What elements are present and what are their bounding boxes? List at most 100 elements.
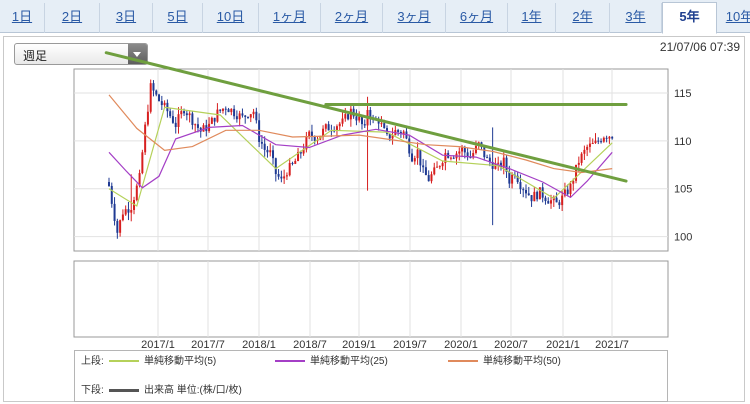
candle-body [597, 140, 600, 142]
candle-body [144, 124, 147, 153]
candle-body [441, 163, 444, 167]
candle-body [452, 157, 455, 159]
legend-swatch-ma50 [448, 360, 478, 363]
candle-body [221, 108, 224, 111]
candle-body [522, 189, 525, 191]
candle-body [174, 122, 177, 127]
legend-swatch-ma5 [109, 360, 139, 363]
candle-body [483, 147, 486, 158]
candle-body [327, 124, 330, 131]
candle-body [472, 153, 475, 158]
candle-body [202, 125, 205, 132]
candle-body [380, 123, 383, 125]
candle-body [358, 116, 361, 121]
candle-body [185, 113, 188, 116]
tab-1[interactable]: 1日 [0, 3, 45, 33]
tab-4[interactable]: 5日 [153, 3, 203, 33]
candle-body [272, 150, 275, 159]
candle-body [130, 209, 133, 213]
candle-body [566, 189, 569, 195]
candle-body [497, 162, 500, 164]
legend-label-ma50: 単純移動平均(50) [483, 356, 561, 367]
x-tick-label: 2018/7 [293, 339, 327, 351]
candle-body [241, 113, 244, 116]
candle-body [171, 116, 174, 123]
candle-body [600, 141, 603, 143]
x-tick-label: 2020/1 [444, 339, 478, 351]
candle-body [255, 111, 258, 121]
candle-body [169, 111, 172, 117]
candle-body [444, 152, 447, 164]
candle-body [224, 108, 227, 110]
x-tick-label: 2019/7 [393, 339, 427, 351]
tab-11[interactable]: 2年 [556, 3, 610, 33]
candle-body [188, 113, 191, 116]
period-type-value: 週足 [23, 49, 48, 63]
x-tick-label: 2019/1 [342, 339, 376, 351]
candle-body [494, 163, 497, 169]
candle-body [210, 117, 213, 124]
tab-13[interactable]: 5年 [662, 2, 717, 34]
candle-body [563, 189, 566, 196]
candle-body [294, 160, 297, 164]
tab-3[interactable]: 3日 [100, 3, 153, 33]
candle-body [141, 152, 144, 174]
candle-body [177, 114, 180, 127]
candle-body [369, 110, 372, 119]
candle-body [572, 180, 575, 184]
candle-body [561, 195, 564, 206]
candle-body [602, 137, 605, 142]
candle-body [569, 183, 572, 195]
candle-body [519, 182, 522, 190]
candle-body [149, 83, 152, 112]
candle-body [611, 136, 614, 139]
candle-body [486, 157, 489, 159]
legend-item-ma25: 単純移動平均(25) [275, 355, 388, 369]
tab-9[interactable]: 6ヶ月 [446, 3, 508, 33]
tab-8[interactable]: 3ヶ月 [383, 3, 446, 33]
tab-5[interactable]: 10日 [203, 3, 259, 33]
candle-body [338, 123, 341, 127]
candle-body [430, 174, 433, 182]
candle-body [138, 173, 141, 186]
candle-body [516, 175, 519, 183]
legend-label-ma5: 単純移動平均(5) [144, 356, 217, 367]
candle-body [335, 126, 338, 131]
candle-body [196, 124, 199, 128]
tab-10[interactable]: 1年 [508, 3, 556, 33]
candle-body [308, 131, 311, 137]
tab-12[interactable]: 3年 [610, 3, 662, 33]
candle-body [424, 167, 427, 176]
tab-6[interactable]: 1ヶ月 [259, 3, 321, 33]
tab-2[interactable]: 2日 [45, 3, 100, 33]
candle-body [391, 135, 394, 139]
candle-body [488, 157, 491, 162]
tab-14[interactable]: 10年 [717, 3, 750, 33]
candle-body [416, 149, 419, 159]
candle-body [269, 150, 272, 153]
x-tick-label: 2020/7 [494, 339, 528, 351]
tab-7[interactable]: 2ヶ月 [321, 3, 383, 33]
candle-body [274, 158, 277, 175]
candle-body [124, 209, 127, 215]
candle-body [121, 214, 124, 221]
candle-body [191, 113, 194, 125]
candle-body [108, 182, 110, 186]
legend-upper-label: 上段: [81, 356, 104, 367]
candle-body [591, 143, 594, 145]
candle-body [247, 116, 249, 118]
candle-body [541, 187, 544, 198]
candle-body [388, 133, 391, 139]
y-tick-label: 115 [674, 88, 692, 100]
y-tick-label: 105 [674, 184, 692, 196]
legend-swatch-ma25 [275, 360, 305, 363]
candle-body [216, 109, 219, 122]
candle-body [577, 162, 580, 165]
candle-body [194, 124, 197, 126]
candle-body [461, 147, 464, 152]
candle-body [588, 143, 591, 147]
x-tick-label: 2017/7 [191, 339, 225, 351]
candle-body [160, 101, 163, 106]
candle-body [547, 201, 550, 204]
